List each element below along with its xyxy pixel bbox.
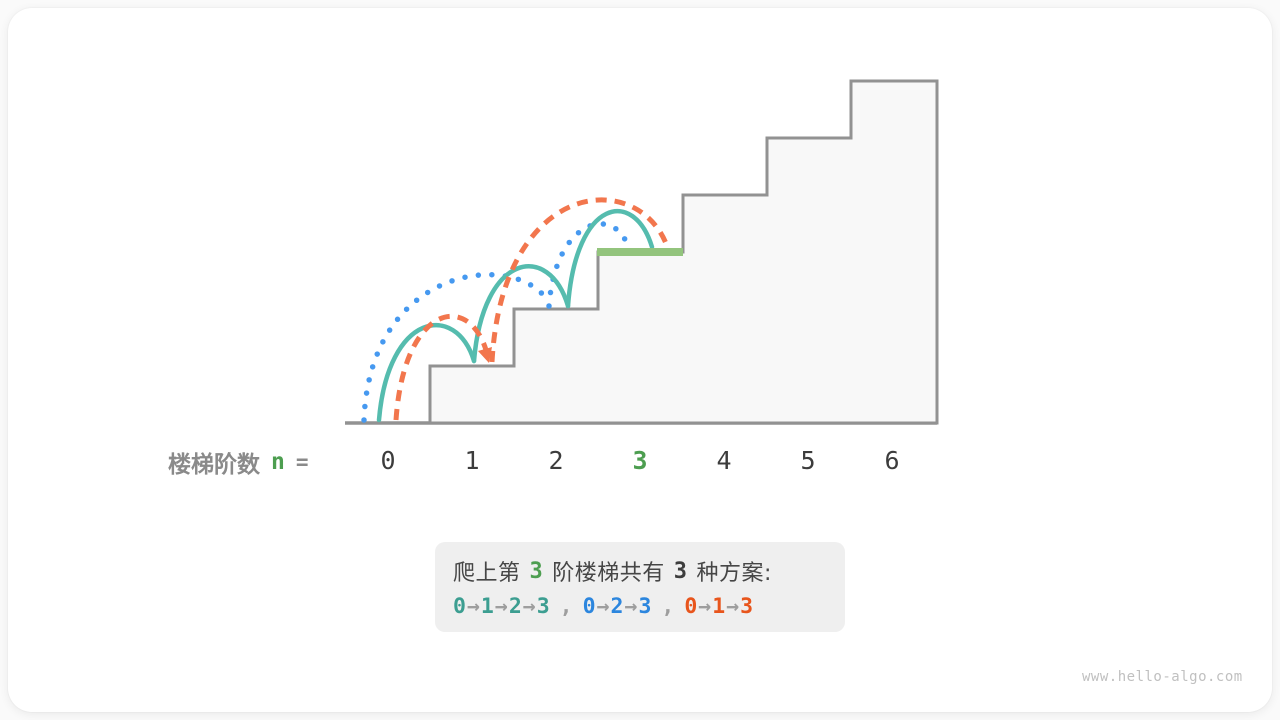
path-1: 0→1→2→3 (453, 594, 550, 619)
tick-6: 6 (884, 446, 900, 475)
website-watermark: www.hello-algo.com (1082, 669, 1243, 685)
arrow-icon: → (522, 594, 536, 619)
axis-values-row: 0 1 2 3 4 5 6 (0, 446, 1280, 478)
tick-2: 2 (548, 446, 564, 475)
caption-line-1: 爬上第 3 阶楼梯共有 3 种方案: (453, 555, 827, 587)
path-separator: , (661, 594, 675, 619)
teal-hop-0-1 (376, 323, 477, 423)
path-2-step: 2 (610, 594, 624, 619)
axis-equals-sign: = (295, 450, 309, 474)
caption-text-2: 阶楼梯共有 (552, 561, 665, 586)
orange-arrowhead-icon (478, 347, 492, 363)
path-2: 0→2→3 (583, 594, 652, 619)
teal-hop-2-3 (565, 209, 655, 309)
teal-hop-1-2 (471, 264, 571, 364)
arrow-icon: → (726, 594, 740, 619)
caption-box: 爬上第 3 阶楼梯共有 3 种方案: 0→1→2→3 , 0→2→3 , 0→1… (435, 542, 845, 632)
path-3: 0→1→3 (684, 594, 753, 619)
arrow-icon: → (624, 594, 638, 619)
path-2-step: 0 (582, 594, 596, 619)
tick-4: 4 (716, 446, 732, 475)
path-3-step: 3 (740, 594, 754, 619)
arrow-icon: → (494, 594, 508, 619)
blue-hop-0-2 (361, 271, 552, 423)
caption-text-1: 爬上第 (453, 561, 521, 586)
axis-variable-n: n (271, 449, 285, 475)
path-3-step: 1 (712, 594, 726, 619)
caption-text-3: 种方案: (696, 561, 772, 586)
tick-0: 0 (380, 446, 396, 475)
path-3-step: 0 (684, 594, 698, 619)
arrow-icon: → (596, 594, 610, 619)
tick-1: 1 (464, 446, 480, 475)
highlighted-step-3 (597, 248, 683, 256)
path-1-step: 0 (453, 594, 466, 619)
staircase-shape (428, 79, 939, 425)
arrow-icon: → (698, 594, 712, 619)
tick-5: 5 (800, 446, 816, 475)
path-1-step: 3 (536, 594, 550, 619)
path-separator: , (559, 594, 573, 619)
arrow-icon: → (466, 594, 480, 619)
path-1-step: 2 (508, 594, 522, 619)
path-2-step: 3 (638, 594, 652, 619)
axis-label-text: 楼梯阶数 (168, 452, 260, 478)
caption-line-2: 0→1→2→3 , 0→2→3 , 0→1→3 (453, 594, 827, 619)
caption-step-number: 3 (529, 558, 544, 584)
orange-hop-1-3 (489, 197, 670, 363)
orange-hop-0-1 (393, 313, 489, 421)
axis-label: 楼梯阶数 n = (168, 447, 309, 478)
tick-3-highlighted: 3 (632, 446, 648, 475)
caption-count-number: 3 (673, 558, 688, 584)
path-1-step: 1 (480, 594, 494, 619)
